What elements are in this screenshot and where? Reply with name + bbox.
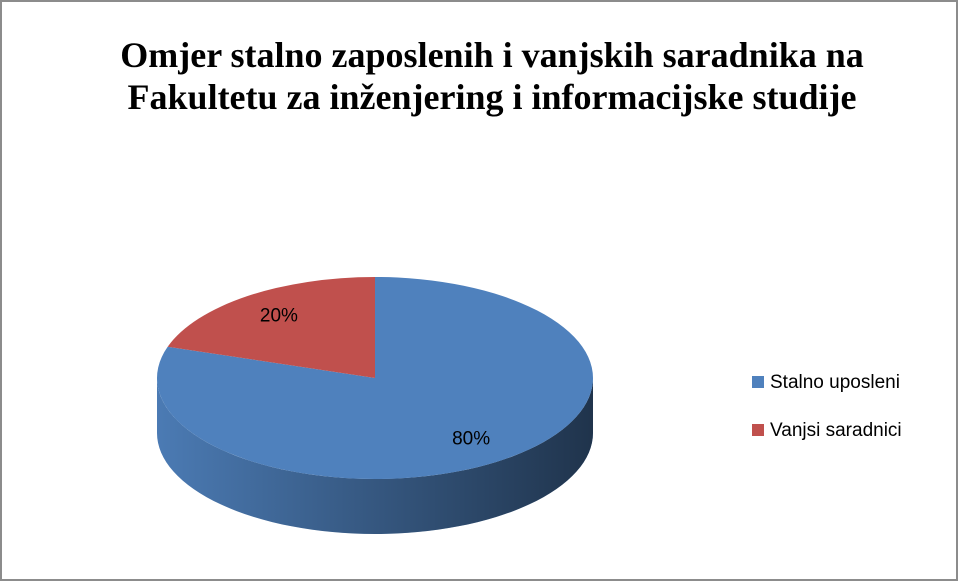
data-label: 80% <box>452 428 490 449</box>
slice <box>167 277 375 378</box>
data-label: 20% <box>260 306 298 327</box>
side-shade <box>157 378 593 534</box>
legend-label: Vanjsi saradnici <box>770 420 902 441</box>
legend-swatch <box>752 376 764 388</box>
chart-title: Omjer stalno zaposlenih i vanjskih sarad… <box>120 35 864 117</box>
legend-swatch <box>752 424 764 436</box>
legend-label: Stalno uposleni <box>770 372 900 393</box>
